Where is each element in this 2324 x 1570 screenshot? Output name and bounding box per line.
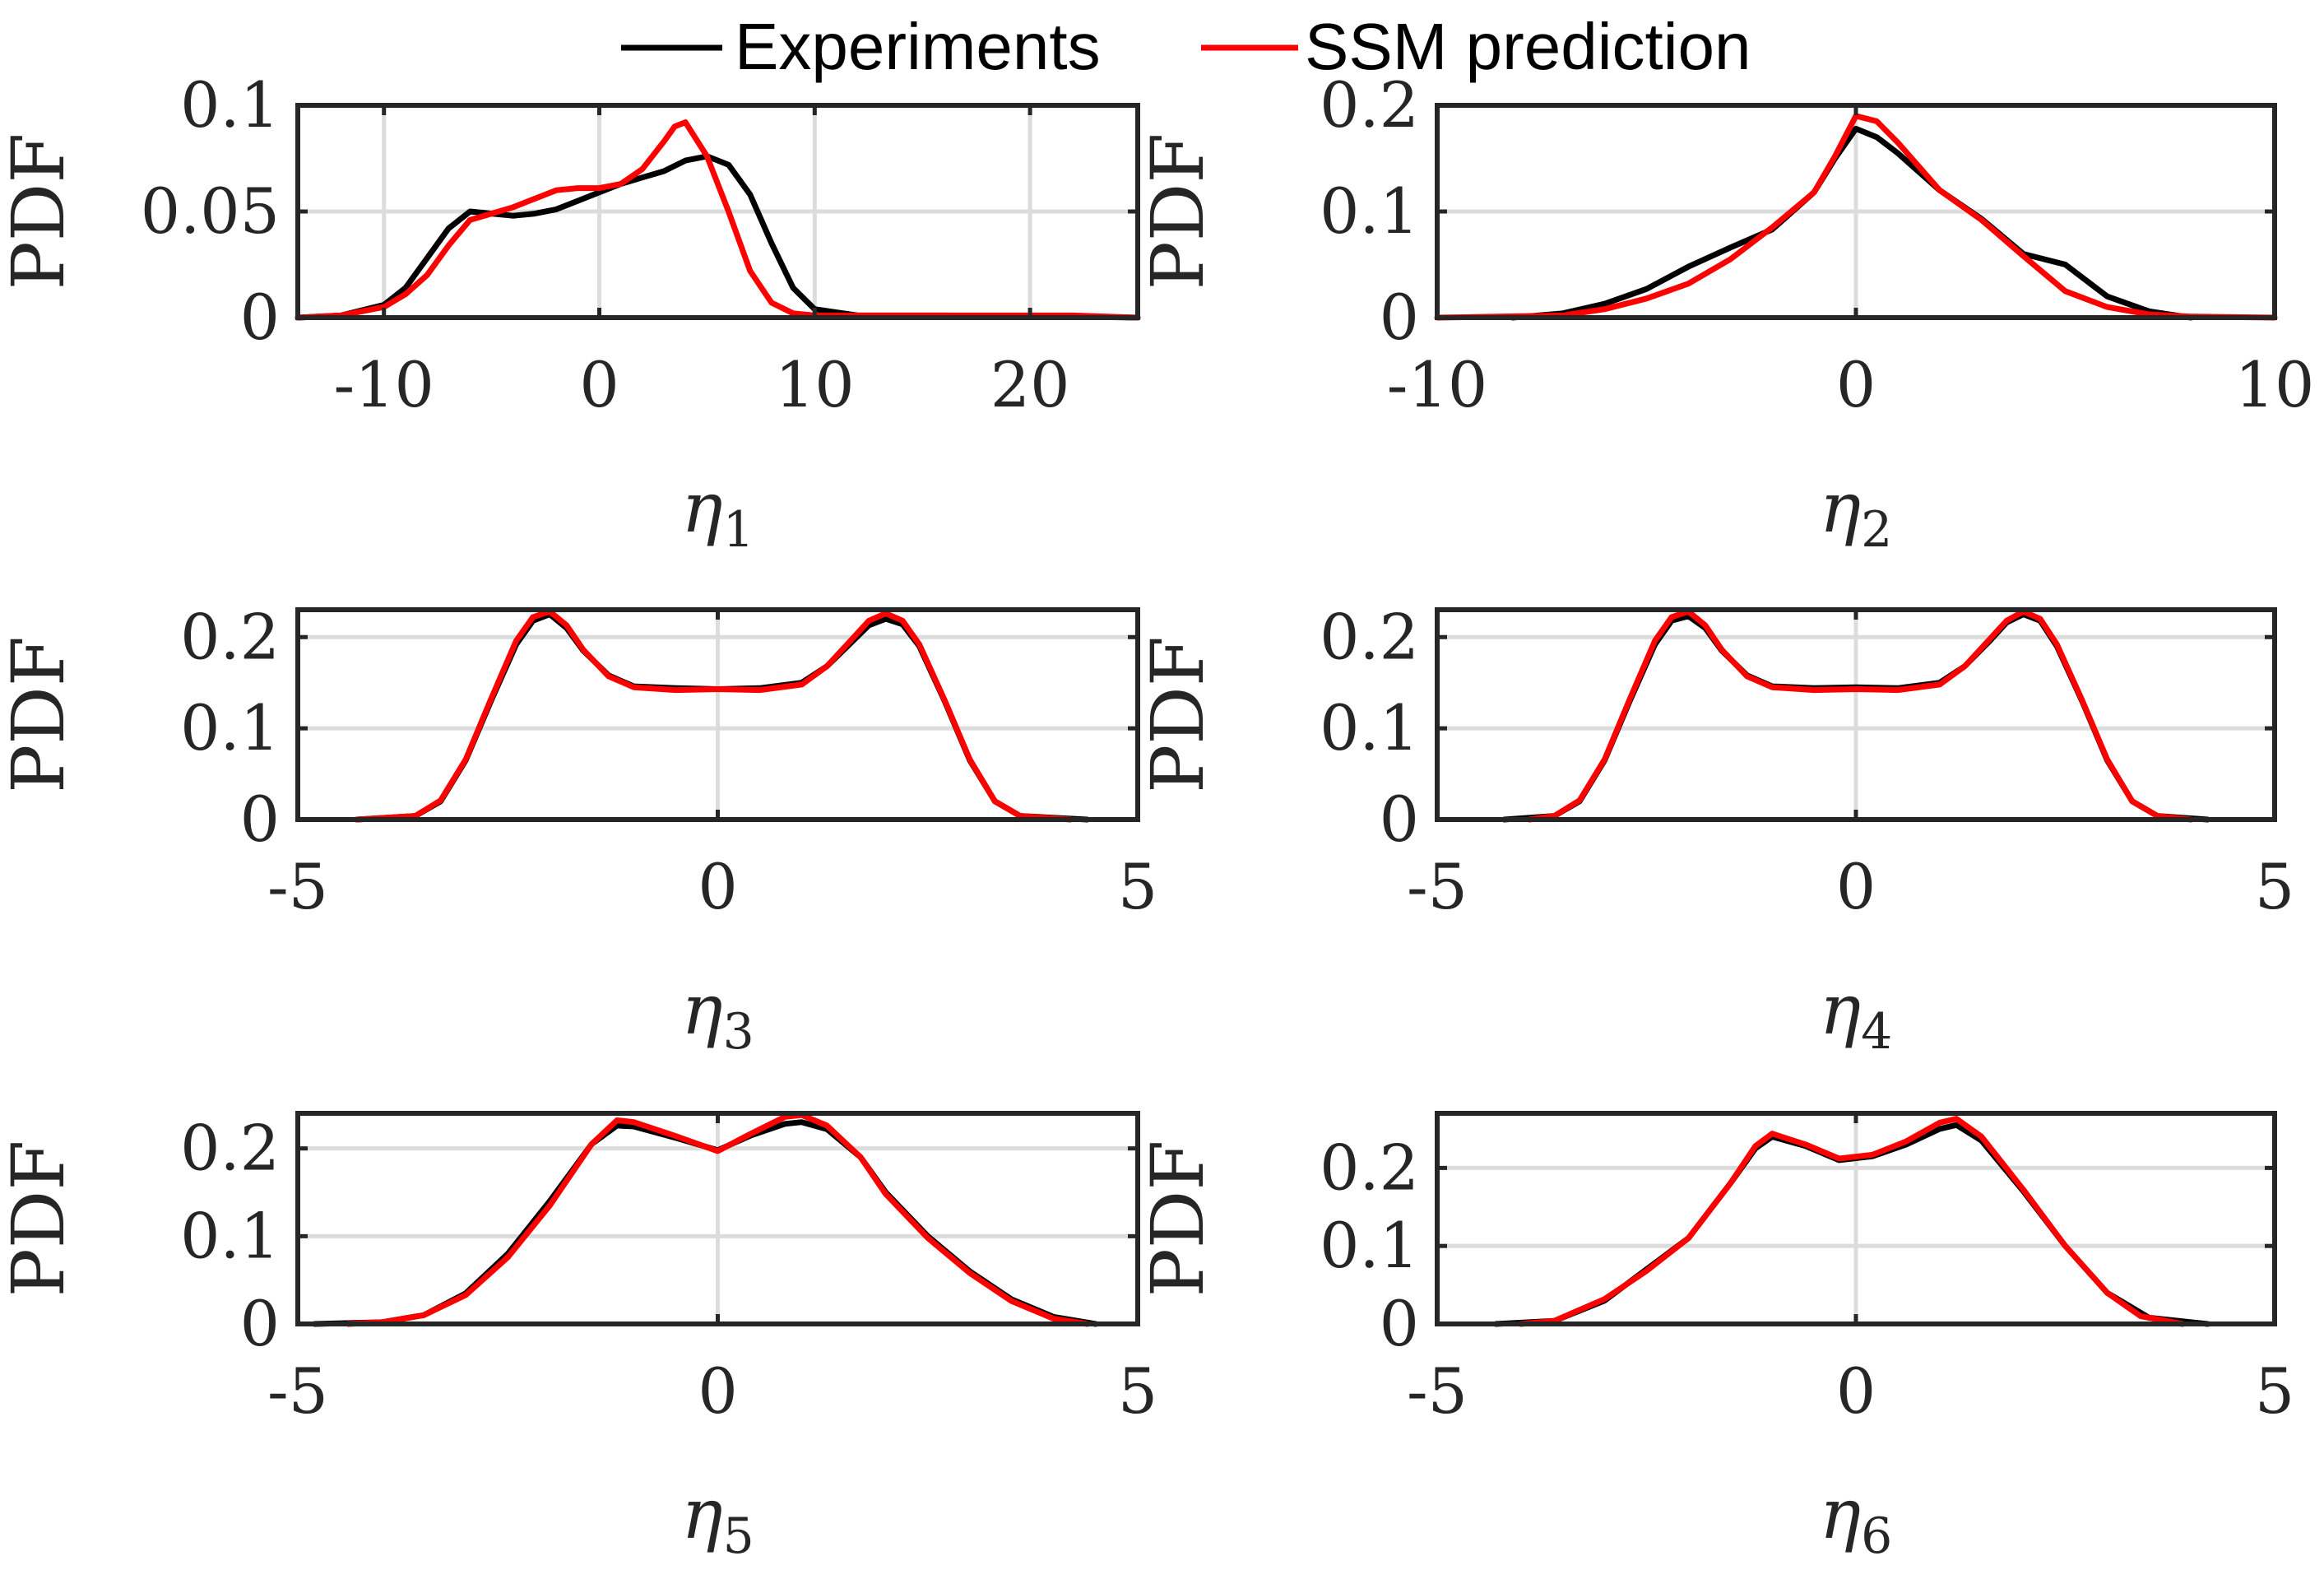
- y-tick-label: 0.2: [1320, 68, 1419, 142]
- x-axis-label: η6: [1820, 1474, 1893, 1565]
- x-tick-label: 0: [698, 1354, 737, 1428]
- x-axis-label: η2: [1820, 467, 1893, 559]
- y-tick-label: 0.2: [1320, 1131, 1419, 1204]
- x-tick-label: 0: [1836, 1354, 1876, 1428]
- y-axis-label: PDF: [1135, 1140, 1220, 1298]
- series-line-experiments: [1510, 125, 2194, 321]
- x-axis-label: η1: [681, 467, 754, 559]
- x-tick-label: -5: [1407, 1354, 1468, 1428]
- series-line-ssm-prediction: [1526, 608, 2194, 823]
- y-tick-label: 0.2: [180, 600, 280, 673]
- x-tick-label: 0: [698, 850, 737, 923]
- series-line-experiments: [354, 611, 1091, 823]
- y-tick-label: 0.2: [180, 1112, 280, 1185]
- y-tick-label: 0.2: [1320, 600, 1419, 673]
- series-line-ssm-prediction: [1518, 1116, 2186, 1327]
- series-line-experiments: [311, 1119, 1099, 1327]
- x-tick-label: 10: [775, 348, 855, 421]
- legend-label-ssm-prediction: SSM prediction: [1305, 10, 1751, 83]
- x-tick-label: -5: [267, 1354, 328, 1428]
- y-axis-label: PDF: [0, 133, 81, 290]
- y-axis-label: PDF: [0, 636, 81, 793]
- y-tick-label: 0: [240, 1287, 280, 1360]
- legend-label-experiments: Experiments: [735, 10, 1101, 83]
- y-tick-label: 0: [240, 281, 280, 354]
- x-tick-label: 0: [1836, 348, 1876, 421]
- y-tick-label: 0.1: [1320, 174, 1419, 248]
- x-axis-label: η3: [681, 969, 754, 1061]
- legend: Experiments SSM prediction: [621, 10, 1751, 83]
- x-axis-label: η5: [681, 1474, 754, 1565]
- series-line-ssm-prediction: [1434, 113, 2278, 321]
- series-line-ssm-prediction: [345, 1112, 1091, 1327]
- x-tick-label: -5: [267, 850, 328, 923]
- y-tick-label: 0.1: [180, 1199, 280, 1272]
- y-tick-label: 0: [240, 783, 280, 856]
- x-tick-label: 10: [2235, 348, 2315, 421]
- y-axis-label: PDF: [1135, 133, 1220, 290]
- y-axis-label: PDF: [0, 1140, 81, 1298]
- x-tick-label: 5: [1118, 850, 1157, 923]
- x-tick-label: 5: [2255, 1354, 2294, 1428]
- x-tick-label: -10: [334, 348, 434, 421]
- x-axis-label: η4: [1820, 969, 1893, 1061]
- y-tick-label: 0.1: [180, 691, 280, 764]
- x-tick-label: 20: [990, 348, 1070, 421]
- y-tick-label: 0.1: [1320, 691, 1419, 764]
- y-tick-label: 0: [1380, 1287, 1419, 1360]
- x-tick-label: 5: [2255, 850, 2294, 923]
- y-tick-label: 0.1: [180, 68, 280, 142]
- y-tick-label: 0.1: [1320, 1209, 1419, 1282]
- x-tick-label: -5: [1407, 850, 1468, 923]
- subplot-1: -10 0 10 20 0 0.05 0.1 PDF η1: [0, 68, 1141, 559]
- y-tick-label: 0.05: [141, 174, 280, 248]
- series-line-ssm-prediction: [354, 608, 1074, 823]
- y-tick-label: 0: [1380, 281, 1419, 354]
- y-tick-label: 0: [1380, 783, 1419, 856]
- series-line-ssm-prediction: [295, 119, 1141, 321]
- x-tick-label: 0: [1836, 850, 1876, 923]
- x-tick-label: -10: [1387, 348, 1487, 421]
- x-tick-label: 5: [1118, 1354, 1157, 1428]
- y-axis-label: PDF: [1135, 636, 1220, 793]
- x-tick-label: 0: [579, 348, 619, 421]
